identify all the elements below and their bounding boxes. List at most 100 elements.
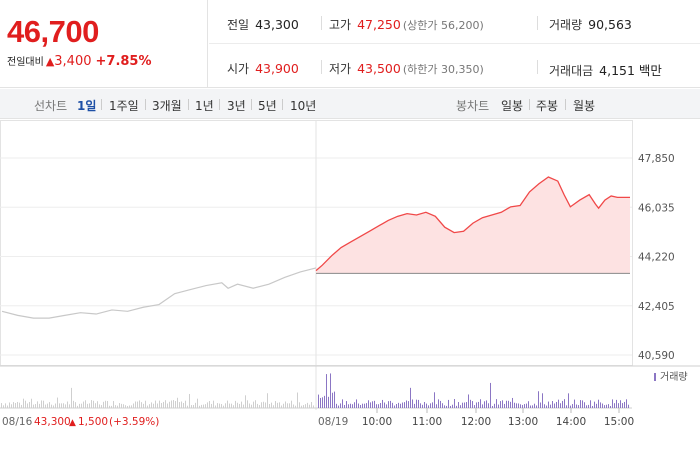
volume-bar bbox=[15, 403, 16, 408]
volume-bar bbox=[35, 404, 36, 408]
volume-bar bbox=[542, 393, 543, 408]
volume-bar bbox=[7, 405, 8, 408]
volume-bar bbox=[360, 404, 361, 408]
tab-5year[interactable]: 5년 bbox=[258, 99, 277, 113]
volume-bar bbox=[478, 401, 479, 408]
volume-bar bbox=[568, 393, 569, 408]
tab-1year[interactable]: 1년 bbox=[195, 99, 214, 113]
prev-close: 43,300 bbox=[34, 416, 71, 428]
volume-bar bbox=[305, 404, 306, 408]
volume-bar bbox=[97, 401, 98, 408]
stat-sub: (상한가 56,200) bbox=[402, 19, 484, 32]
volume-bar bbox=[11, 404, 12, 408]
prev-date: 08/16 bbox=[2, 416, 33, 428]
volume-bar bbox=[532, 405, 533, 408]
volume-bar bbox=[193, 404, 194, 408]
volume-bar bbox=[71, 387, 72, 408]
volume-bar bbox=[265, 402, 266, 408]
volume-bar bbox=[334, 391, 335, 408]
tab-1day[interactable]: 1일 bbox=[77, 99, 97, 113]
volume-bar bbox=[454, 399, 455, 408]
volume-bar bbox=[598, 399, 599, 408]
volume-bar bbox=[139, 400, 140, 408]
volume-bar bbox=[462, 402, 463, 408]
divider bbox=[529, 99, 530, 110]
volume-bar bbox=[247, 400, 248, 408]
divider bbox=[537, 60, 538, 74]
volume-bar bbox=[253, 401, 254, 408]
volume-bar bbox=[584, 402, 585, 408]
prev-up-arrow-icon: ▲ bbox=[69, 418, 76, 428]
volume-bar bbox=[392, 402, 393, 408]
volume-bar bbox=[562, 400, 563, 408]
volume-bar bbox=[336, 403, 337, 408]
volume-bar bbox=[492, 405, 493, 408]
volume-bar bbox=[374, 400, 375, 408]
volume-bar bbox=[364, 403, 365, 408]
period-tabs: 선차트 1일 1주일 3개월 1년 3년 5년 10년 봉차트 일봉 주봉 월봉 bbox=[0, 89, 700, 119]
tab-monthly-candle[interactable]: 월봉 bbox=[573, 99, 596, 113]
volume-bar bbox=[340, 403, 341, 408]
volume-bar bbox=[195, 402, 196, 408]
stat-row-2: 시가 43,900 저가 43,500 (하한가 30,350) 거래대금 4,151 … bbox=[209, 44, 700, 88]
x-tick-label: 11:00 bbox=[412, 416, 442, 428]
stat-sub: (하한가 30,350) bbox=[402, 63, 484, 76]
volume-bar bbox=[167, 403, 168, 408]
volume-bar bbox=[610, 405, 611, 408]
volume-bar bbox=[446, 405, 447, 408]
volume-bar bbox=[289, 403, 290, 408]
stat-value: 43,900 bbox=[255, 61, 299, 76]
volume-bar bbox=[149, 404, 150, 408]
volume-bar bbox=[346, 401, 347, 408]
y-tick-label: 44,220 bbox=[638, 252, 675, 264]
volume-bar bbox=[73, 400, 74, 408]
volume-bar bbox=[269, 403, 270, 408]
volume-bar bbox=[622, 403, 623, 408]
tab-3month[interactable]: 3개월 bbox=[152, 99, 182, 113]
volume-bar bbox=[588, 404, 589, 408]
stat-value: 47,250 bbox=[357, 17, 401, 32]
volume-bar bbox=[618, 403, 619, 408]
volume-bar bbox=[512, 397, 513, 408]
tab-weekly-candle[interactable]: 주봉 bbox=[536, 99, 559, 113]
stat-volume: 거래량 90,563 bbox=[549, 16, 632, 33]
x-tick-label: 15:00 bbox=[604, 416, 634, 428]
volume-bar bbox=[342, 399, 343, 408]
stat-low: 저가 43,500 (하한가 30,350) bbox=[329, 60, 484, 77]
tab-10year[interactable]: 10년 bbox=[290, 99, 317, 113]
volume-bar bbox=[227, 400, 228, 408]
volume-bar bbox=[548, 401, 549, 408]
volume-bar bbox=[458, 402, 459, 408]
volume-bar bbox=[514, 402, 515, 408]
chart-svg[interactable]: 47,850 46,035 44,220 42,405 40,590 08/19 10:0… bbox=[0, 120, 700, 450]
divider bbox=[188, 99, 189, 110]
tab-daily-candle[interactable]: 일봉 bbox=[501, 99, 524, 113]
volume-bar bbox=[540, 402, 541, 408]
volume-bar bbox=[482, 404, 483, 408]
volume-bar bbox=[506, 400, 507, 408]
volume-bar bbox=[408, 401, 409, 408]
volume-bar bbox=[550, 404, 551, 408]
tab-1week[interactable]: 1주일 bbox=[109, 99, 139, 113]
volume-bar bbox=[267, 393, 268, 408]
volume-bar bbox=[31, 398, 32, 408]
volume-bar bbox=[376, 404, 377, 408]
volume-bar bbox=[175, 401, 176, 408]
x-tick-label: 12:00 bbox=[461, 416, 491, 428]
price-chart[interactable]: 47,850 46,035 44,220 42,405 40,590 08/19 10:0… bbox=[0, 120, 700, 450]
volume-bar bbox=[370, 402, 371, 408]
volume-bar bbox=[129, 405, 130, 408]
volume-bar bbox=[173, 400, 174, 408]
volume-bar bbox=[37, 401, 38, 408]
volume-bar bbox=[29, 401, 30, 408]
volume-bar bbox=[420, 403, 421, 408]
volume-bar bbox=[528, 401, 529, 408]
volume-bar bbox=[141, 402, 142, 408]
volume-bar bbox=[183, 402, 184, 408]
volume-bar bbox=[239, 403, 240, 408]
tab-3year[interactable]: 3년 bbox=[227, 99, 246, 113]
volume-bar bbox=[496, 399, 497, 408]
volume-bar bbox=[177, 397, 178, 408]
volume-bars bbox=[1, 373, 629, 408]
volume-bar bbox=[5, 403, 6, 408]
